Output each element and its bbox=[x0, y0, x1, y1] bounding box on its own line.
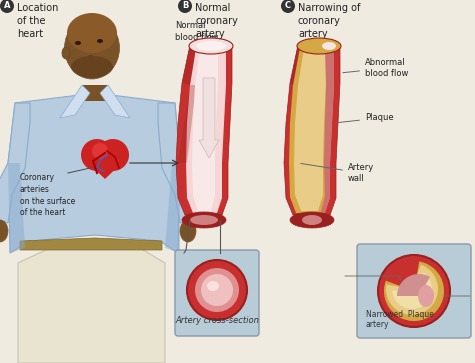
Polygon shape bbox=[186, 48, 226, 213]
Text: B: B bbox=[182, 1, 188, 11]
Text: Artery
wall: Artery wall bbox=[301, 163, 374, 183]
Text: C: C bbox=[285, 1, 291, 11]
Ellipse shape bbox=[75, 41, 81, 45]
Polygon shape bbox=[321, 49, 334, 213]
Polygon shape bbox=[0, 103, 30, 223]
Text: Normal
coronary
artery: Normal coronary artery bbox=[195, 3, 238, 40]
FancyArrow shape bbox=[199, 78, 219, 158]
Ellipse shape bbox=[71, 56, 113, 78]
Wedge shape bbox=[397, 274, 430, 296]
Polygon shape bbox=[165, 163, 180, 253]
Polygon shape bbox=[176, 45, 232, 215]
Polygon shape bbox=[18, 245, 165, 363]
Text: Coronary
arteries
on the surface
of the heart: Coronary arteries on the surface of the … bbox=[20, 173, 75, 217]
Circle shape bbox=[178, 0, 192, 13]
Circle shape bbox=[187, 260, 247, 320]
Circle shape bbox=[281, 0, 295, 13]
Polygon shape bbox=[284, 45, 340, 215]
Polygon shape bbox=[290, 45, 300, 85]
Polygon shape bbox=[289, 47, 334, 213]
Ellipse shape bbox=[290, 212, 334, 228]
Polygon shape bbox=[83, 158, 127, 179]
Wedge shape bbox=[384, 261, 444, 321]
Polygon shape bbox=[80, 85, 110, 101]
Circle shape bbox=[195, 268, 239, 312]
Polygon shape bbox=[158, 103, 196, 223]
Ellipse shape bbox=[67, 13, 117, 53]
Text: Narrowed  Plaque
artery: Narrowed Plaque artery bbox=[366, 310, 434, 329]
Text: A: A bbox=[4, 1, 10, 11]
Ellipse shape bbox=[297, 38, 341, 54]
Polygon shape bbox=[8, 163, 25, 253]
Circle shape bbox=[378, 255, 450, 327]
Wedge shape bbox=[386, 265, 438, 315]
Ellipse shape bbox=[62, 47, 70, 59]
Polygon shape bbox=[182, 45, 196, 85]
FancyBboxPatch shape bbox=[175, 250, 259, 336]
Ellipse shape bbox=[196, 41, 226, 51]
Ellipse shape bbox=[322, 42, 336, 50]
Ellipse shape bbox=[0, 220, 8, 242]
Text: Location
of the
heart: Location of the heart bbox=[17, 3, 58, 40]
Ellipse shape bbox=[180, 220, 196, 242]
Text: Artery cross-section: Artery cross-section bbox=[175, 316, 259, 325]
Text: Narrowing of
coronary
artery: Narrowing of coronary artery bbox=[298, 3, 361, 40]
Circle shape bbox=[81, 139, 113, 171]
Polygon shape bbox=[60, 85, 90, 118]
Polygon shape bbox=[20, 238, 162, 250]
Polygon shape bbox=[178, 85, 196, 163]
Ellipse shape bbox=[207, 281, 219, 291]
Polygon shape bbox=[192, 49, 218, 211]
Circle shape bbox=[201, 274, 233, 306]
Ellipse shape bbox=[418, 285, 434, 307]
Polygon shape bbox=[8, 93, 180, 253]
Text: Normal
blood flow: Normal blood flow bbox=[175, 21, 218, 42]
Ellipse shape bbox=[302, 215, 322, 225]
Circle shape bbox=[97, 139, 129, 171]
Polygon shape bbox=[88, 55, 93, 61]
FancyBboxPatch shape bbox=[357, 244, 471, 338]
Wedge shape bbox=[392, 273, 432, 309]
Text: Abnormal
blood flow: Abnormal blood flow bbox=[343, 58, 408, 78]
Ellipse shape bbox=[97, 39, 103, 43]
Ellipse shape bbox=[189, 38, 233, 54]
Ellipse shape bbox=[190, 215, 218, 225]
Ellipse shape bbox=[65, 17, 120, 79]
Circle shape bbox=[0, 0, 14, 13]
Circle shape bbox=[92, 143, 108, 159]
Text: Plaque: Plaque bbox=[337, 114, 394, 123]
Polygon shape bbox=[100, 85, 130, 118]
Ellipse shape bbox=[182, 212, 226, 228]
Polygon shape bbox=[294, 49, 326, 211]
